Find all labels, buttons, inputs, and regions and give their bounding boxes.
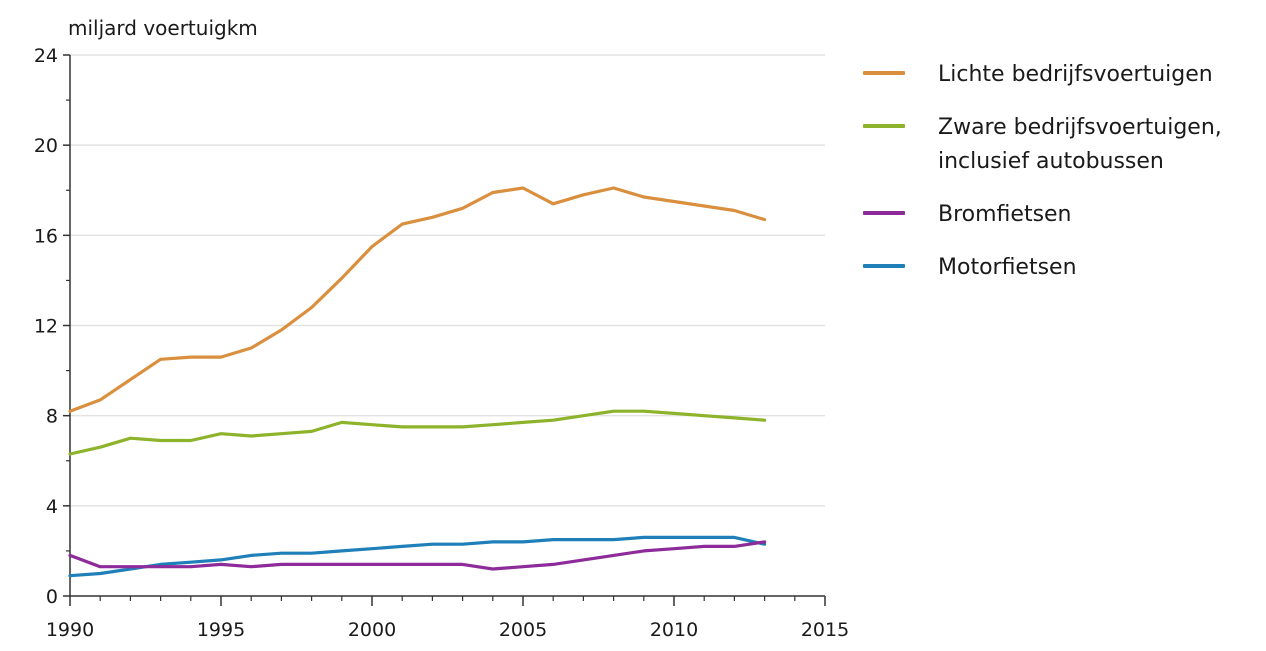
legend-swatch-zware-bedrijfsvoertuigen xyxy=(863,124,905,128)
x-tick-label-2015: 2015 xyxy=(801,619,849,641)
gridlines xyxy=(70,54,825,507)
legend-item-lichte-bedrijfsvoertuigen: Lichte bedrijfsvoertuigen xyxy=(860,58,1260,92)
legend-swatch-lichte-bedrijfsvoertuigen xyxy=(863,71,905,75)
x-tick-label-1995: 1995 xyxy=(197,619,245,641)
y-tick-label-12: 12 xyxy=(34,316,58,338)
legend-swatch-bromfietsen xyxy=(863,211,905,215)
legend-swatch-motorfietsen xyxy=(863,264,905,268)
series-line-zware-bedrijfsvoertuigen xyxy=(68,409,767,456)
legend-item-bromfietsen: Bromfietsen xyxy=(860,198,1260,232)
series-line-lichte-bedrijfsvoertuigen xyxy=(68,186,767,413)
axes: 0 4 8 12 16 20 24 1990 1995 2000 2005 2010 2015 xyxy=(34,45,849,641)
x-tick-label-2005: 2005 xyxy=(499,619,547,641)
series-line-motorfietsen xyxy=(68,535,767,578)
legend-label-zware-bedrijfsvoertuigen: Zware bedrijfsvoertuigen, inclusief auto… xyxy=(938,115,1222,174)
legend-label-motorfietsen: Motorfietsen xyxy=(938,255,1077,280)
x-tick-label-2010: 2010 xyxy=(650,619,698,641)
x-tick-label-1990: 1990 xyxy=(46,619,94,641)
legend: Lichte bedrijfsvoertuigen Zware bedrijfs… xyxy=(860,58,1260,304)
y-tick-label-0: 0 xyxy=(46,586,58,608)
y-tick-label-4: 4 xyxy=(46,496,58,518)
legend-label-bromfietsen: Bromfietsen xyxy=(938,202,1072,227)
legend-item-zware-bedrijfsvoertuigen: Zware bedrijfsvoertuigen, inclusief auto… xyxy=(860,111,1260,179)
series-lines xyxy=(68,186,767,578)
y-tick-label-16: 16 xyxy=(34,225,58,247)
x-tick-label-2000: 2000 xyxy=(348,619,396,641)
y-axis-unit-label: miljard voertuigkm xyxy=(68,16,258,40)
series-line-bromfietsen xyxy=(68,540,767,571)
legend-label-lichte-bedrijfsvoertuigen: Lichte bedrijfsvoertuigen xyxy=(938,62,1213,87)
y-tick-label-24: 24 xyxy=(34,45,58,67)
legend-item-motorfietsen: Motorfietsen xyxy=(860,251,1260,285)
y-tick-label-8: 8 xyxy=(46,406,58,428)
y-tick-label-20: 20 xyxy=(34,135,58,157)
